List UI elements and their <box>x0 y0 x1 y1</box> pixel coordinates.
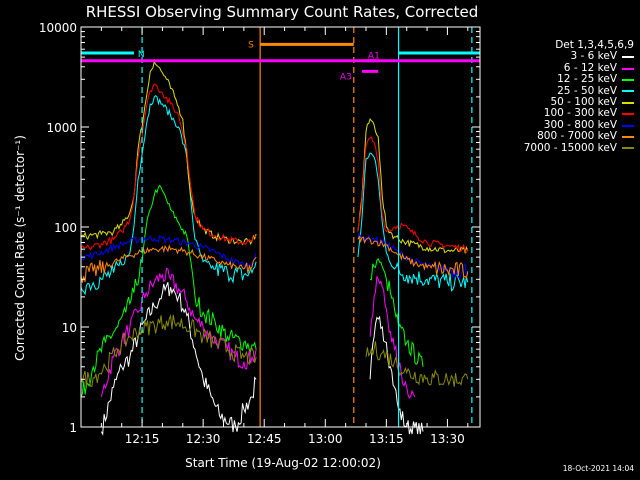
x-tick-label: 12:30 <box>186 432 221 446</box>
legend-label: 50 - 100 keV <box>550 96 617 109</box>
series-line-4 <box>80 60 469 255</box>
series-layer <box>80 60 469 436</box>
y-tick-label: 100 <box>54 221 77 235</box>
flag-label-2: S <box>248 40 254 50</box>
series-line-2 <box>80 184 424 398</box>
legend: Det 1,3,4,5,6,9 3 - 6 keV 6 - 12 keV 12 - … <box>484 39 634 154</box>
legend-item-4: 50 - 100 keV <box>484 96 634 109</box>
x-axis-label: Start Time (19-Aug-02 12:00:02) <box>185 456 381 470</box>
legend-item-8: 7000 - 15000 keV <box>484 141 634 154</box>
vertical-markers-layer <box>141 27 473 427</box>
legend-title: Det 1,3,4,5,6,9 <box>555 39 634 51</box>
legend-swatch <box>622 67 634 70</box>
legend-label: 300 - 800 keV <box>543 118 617 131</box>
flag-bars-layer: N S A3 A1 <box>81 40 480 82</box>
legend-swatch <box>622 147 634 150</box>
legend-item-0: 3 - 6 keV <box>484 50 634 63</box>
legend-label: 12 - 25 keV <box>557 73 617 86</box>
legend-item-5: 100 - 300 keV <box>484 108 634 119</box>
chart-title: RHESSI Observing Summary Count Rates, Co… <box>86 3 479 21</box>
x-tick-label: 13:15 <box>369 432 404 446</box>
y-axis-label: Corrected Count Rate (s⁻¹ detector⁻¹) <box>13 135 27 361</box>
series-line-0 <box>100 282 424 436</box>
axes-layer: 1 10 100 1000 10000 12:15 12:30 12:45 13:00 13:15… <box>39 21 480 446</box>
flag-label-5: A1 <box>368 52 380 62</box>
x-tick-label: 12:15 <box>125 432 160 446</box>
series-line-6 <box>80 232 469 279</box>
x-tick-label: 13:30 <box>430 432 465 446</box>
legend-label: 25 - 50 keV <box>557 84 617 97</box>
y-tick-label: 10000 <box>39 21 77 35</box>
flag-label-4: A3 <box>340 72 352 82</box>
legend-item-6: 300 - 800 keV <box>484 118 634 131</box>
legend-label: 6 - 12 keV <box>563 61 617 74</box>
legend-label: 800 - 7000 keV <box>537 130 617 143</box>
legend-item-1: 6 - 12 keV <box>484 61 634 74</box>
legend-label: 100 - 300 keV <box>543 107 617 120</box>
legend-swatch <box>622 56 634 59</box>
legend-swatch <box>622 78 634 81</box>
series-line-7 <box>80 235 469 283</box>
flag-label-0: N <box>138 50 145 60</box>
legend-swatch <box>622 113 634 116</box>
y-tick-label: 1 <box>69 421 77 435</box>
x-tick-label: 12:45 <box>247 432 282 446</box>
legend-swatch <box>622 90 634 93</box>
y-tick-label: 1000 <box>46 121 77 135</box>
legend-swatch <box>622 124 634 127</box>
legend-label: 7000 - 15000 keV <box>523 141 617 154</box>
generation-timestamp: 18-Oct-2021 14:04 <box>562 464 634 473</box>
y-tick-label: 10 <box>62 321 77 335</box>
plot-frame <box>80 26 481 428</box>
legend-label: 3 - 6 keV <box>570 50 617 63</box>
legend-swatch <box>622 101 634 104</box>
legend-item-7: 800 - 7000 keV <box>484 130 634 143</box>
series-line-1 <box>100 267 416 400</box>
legend-item-2: 12 - 25 keV <box>484 73 634 86</box>
series-line-3 <box>80 95 469 296</box>
series-line-8 <box>80 313 469 388</box>
legend-item-3: 25 - 50 keV <box>484 84 634 97</box>
series-line-5 <box>80 83 469 254</box>
legend-swatch <box>622 135 634 138</box>
x-tick-label: 13:00 <box>308 432 343 446</box>
